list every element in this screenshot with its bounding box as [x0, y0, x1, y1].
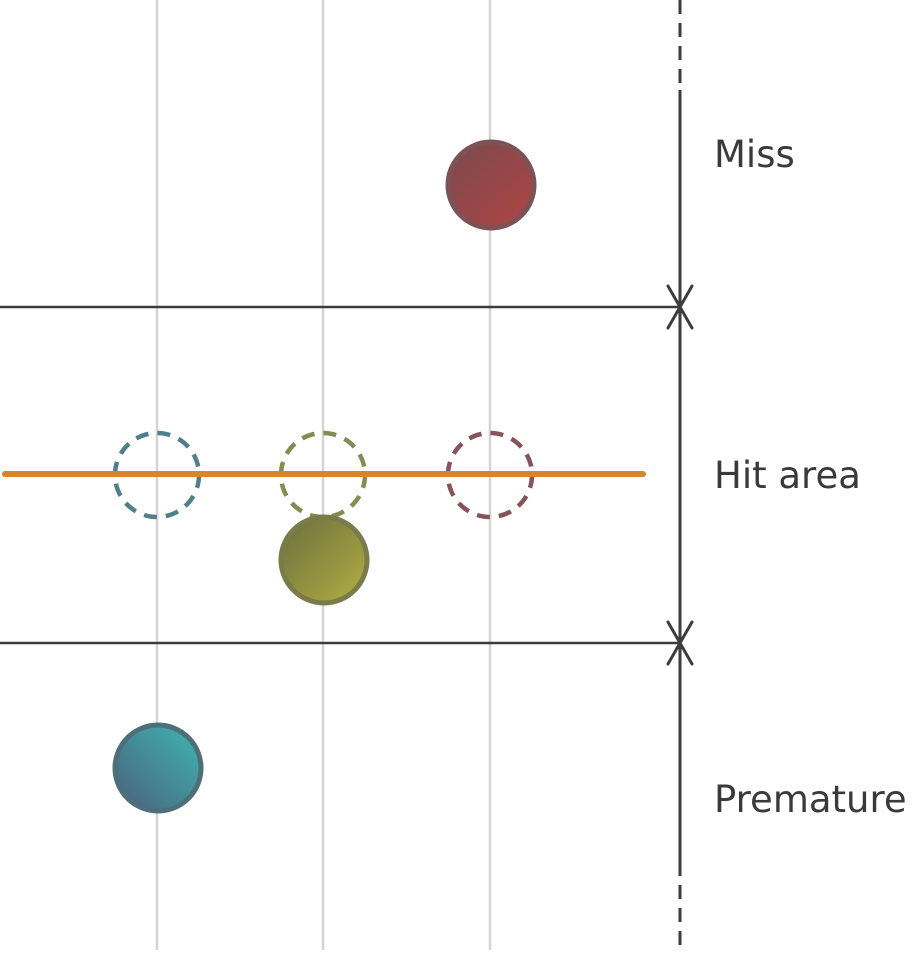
zone-label-hit-area: Hit area: [714, 454, 861, 497]
note-teal: [112, 722, 204, 814]
zone-label-miss: Miss: [714, 133, 795, 176]
note-olive: [278, 514, 370, 606]
zone-label-premature: Premature: [714, 778, 907, 821]
axis-separator-bottom: [666, 620, 694, 666]
note-red: [445, 139, 537, 231]
axis-separator-top: [666, 284, 694, 330]
